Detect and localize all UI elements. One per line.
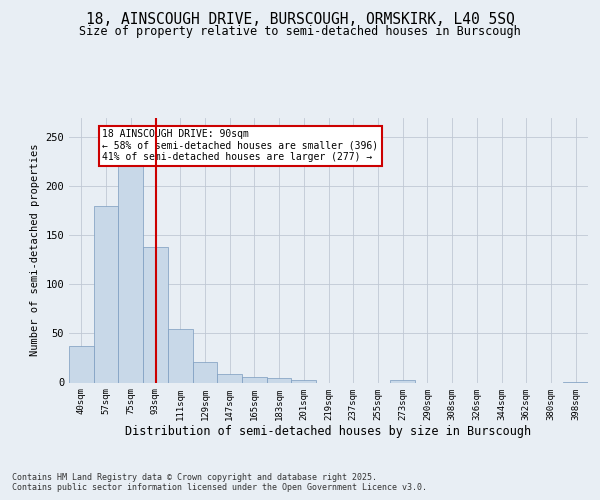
Bar [118,164,143,382]
Bar [143,247,168,382]
Bar [292,380,316,382]
Text: Contains HM Land Registry data © Crown copyright and database right 2025.
Contai: Contains HM Land Registry data © Crown c… [12,472,427,492]
Y-axis label: Number of semi-detached properties: Number of semi-detached properties [30,144,40,356]
Bar [94,206,118,382]
Text: 18 AINSCOUGH DRIVE: 90sqm
← 58% of semi-detached houses are smaller (396)
41% of: 18 AINSCOUGH DRIVE: 90sqm ← 58% of semi-… [103,130,379,162]
Bar [69,346,94,383]
Bar [390,380,415,382]
X-axis label: Distribution of semi-detached houses by size in Burscough: Distribution of semi-detached houses by … [125,425,532,438]
Bar [267,378,292,382]
Text: 18, AINSCOUGH DRIVE, BURSCOUGH, ORMSKIRK, L40 5SQ: 18, AINSCOUGH DRIVE, BURSCOUGH, ORMSKIRK… [86,12,514,28]
Bar [242,376,267,382]
Text: Size of property relative to semi-detached houses in Burscough: Size of property relative to semi-detach… [79,25,521,38]
Bar [193,362,217,382]
Bar [217,374,242,382]
Bar [168,328,193,382]
